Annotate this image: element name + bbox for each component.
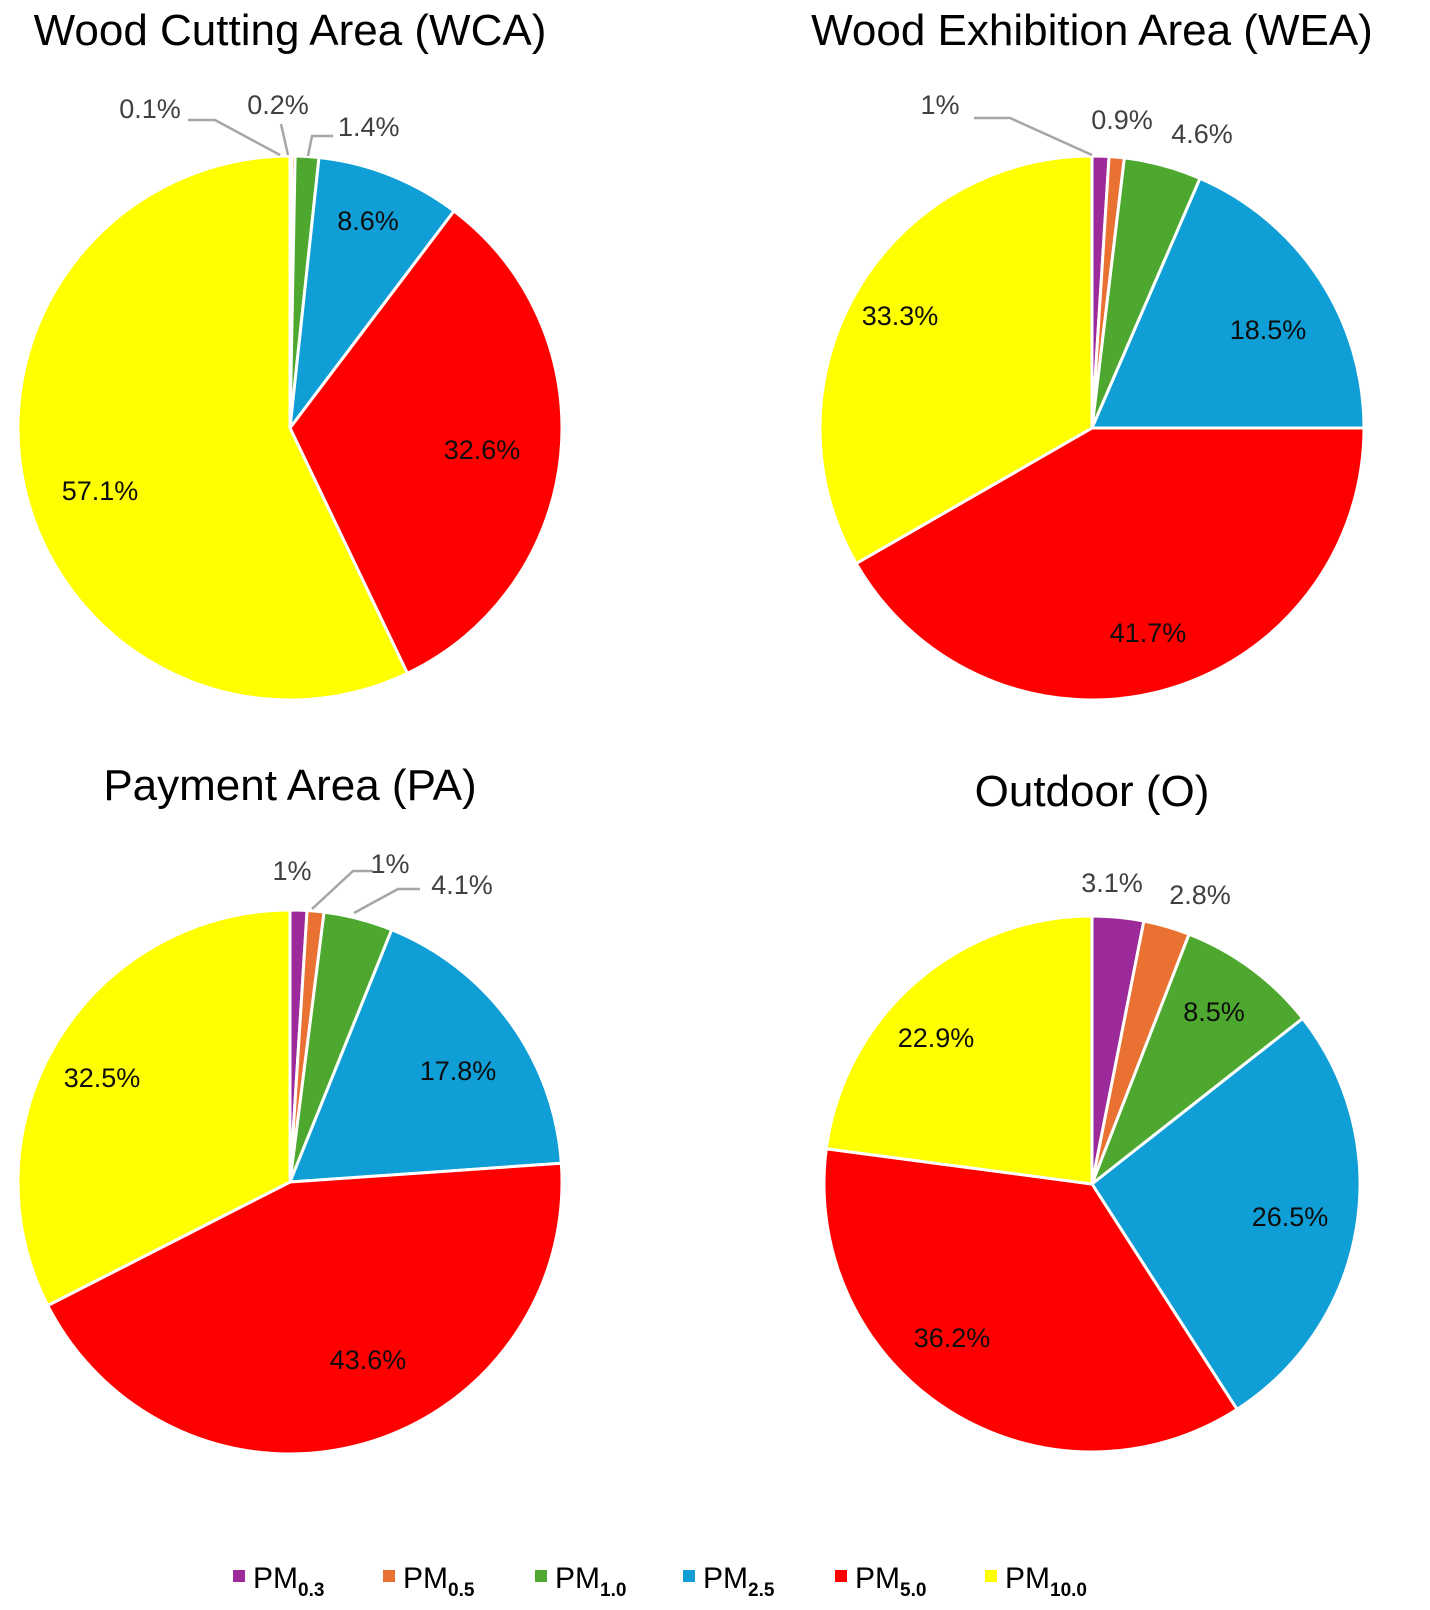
data-label: 4.1% <box>431 870 493 900</box>
legend-swatch <box>683 1570 695 1582</box>
chart-title: Wood Cutting Area (WCA) <box>34 6 547 55</box>
legend-label: PM0.5 <box>403 1562 475 1601</box>
data-label: 36.2% <box>914 1323 991 1353</box>
pie-slice-pm2-5 <box>1090 176 1366 430</box>
pie-slice-pm2-5 <box>1090 1016 1362 1411</box>
legend-item: PM0.3 <box>233 1562 324 1601</box>
legend-item: PM5.0 <box>835 1562 926 1601</box>
leader-line <box>188 118 281 157</box>
data-label: 8.6% <box>337 206 399 236</box>
legend-swatch <box>835 1570 847 1582</box>
legend-swatch <box>233 1570 245 1582</box>
data-label: 0.2% <box>247 90 309 120</box>
legend-item: PM0.5 <box>383 1562 475 1601</box>
legend-label: PM5.0 <box>855 1562 926 1601</box>
data-label: 4.6% <box>1171 119 1233 149</box>
data-label: 3.1% <box>1081 868 1143 898</box>
pie-slice-pm5-0 <box>854 426 1366 702</box>
data-label: 17.8% <box>420 1056 497 1086</box>
pie-slice-pm10-0 <box>824 914 1094 1186</box>
data-label: 0.1% <box>119 94 181 124</box>
pie-slice-pm5-0 <box>288 209 564 675</box>
pie-slice-pm2-5 <box>288 156 456 430</box>
data-label: 8.5% <box>1183 997 1245 1027</box>
legend-item: PM2.5 <box>683 1562 775 1601</box>
legend-label: PM1.0 <box>555 1562 626 1601</box>
pie-slice-pm1-0 <box>1090 932 1305 1186</box>
legend-item: PM1.0 <box>535 1562 626 1601</box>
leader-line <box>306 134 333 157</box>
data-label: 32.5% <box>64 1063 141 1093</box>
pie-slice-pm2-5 <box>288 928 563 1184</box>
legend-label: PM2.5 <box>703 1562 775 1601</box>
pie-slice-pm10-0 <box>16 154 409 702</box>
pie-slice-pm10-0 <box>16 908 292 1307</box>
chart-title: Outdoor (O) <box>975 767 1210 816</box>
data-label: 57.1% <box>62 476 139 506</box>
data-label: 1.4% <box>338 112 400 142</box>
leader-line <box>353 887 420 915</box>
pie-slice-pm5-0 <box>46 1161 564 1456</box>
data-label: 1% <box>370 849 409 879</box>
legend-item: PM10.0 <box>985 1562 1087 1601</box>
legend: PM0.3 PM0.5 PM1.0 PM2.5 PM5.0 PM10.0 <box>233 1562 1087 1601</box>
legend-label: PM10.0 <box>1005 1562 1087 1601</box>
data-label: 43.6% <box>330 1345 407 1375</box>
legend-swatch <box>535 1570 547 1582</box>
data-label: 18.5% <box>1230 315 1307 345</box>
data-label: 22.9% <box>898 1023 975 1053</box>
chart-title: Payment Area (PA) <box>103 761 476 810</box>
pie-chart-1: Wood Cutting Area (WCA) 0.1% 0.2% 1.4% 8.6% 3… <box>16 6 564 702</box>
pie-chart-2: Wood Exhibition Area (WEA) 1% 0.9% 4.6% 18.5… <box>811 6 1373 702</box>
pie-slice-pm5-0 <box>822 1147 1239 1454</box>
pie-slice-pm10-0 <box>818 154 1094 566</box>
data-label: 1% <box>920 90 959 120</box>
data-label: 32.6% <box>444 435 521 465</box>
leader-line <box>279 123 290 156</box>
legend-swatch <box>985 1570 997 1582</box>
data-label: 0.9% <box>1091 105 1153 135</box>
data-label: 41.7% <box>1110 618 1187 648</box>
data-label: 1% <box>272 856 311 886</box>
leader-line <box>974 116 1093 157</box>
leader-line <box>311 869 373 910</box>
data-label: 2.8% <box>1169 880 1231 910</box>
data-label: 33.3% <box>862 301 939 331</box>
pie-chart-4: Outdoor (O) 3.1% 2.8% 8.5% 26.5% 36.2% 22.9% <box>822 767 1362 1454</box>
chart-title: Wood Exhibition Area (WEA) <box>811 6 1373 55</box>
legend-swatch <box>383 1570 395 1582</box>
data-label: 26.5% <box>1252 1202 1329 1232</box>
legend-label: PM0.3 <box>253 1562 324 1601</box>
pie-chart-3: Payment Area (PA) 1% 1% 4.1% 17.8% 43.6% 32.5% <box>16 761 564 1456</box>
